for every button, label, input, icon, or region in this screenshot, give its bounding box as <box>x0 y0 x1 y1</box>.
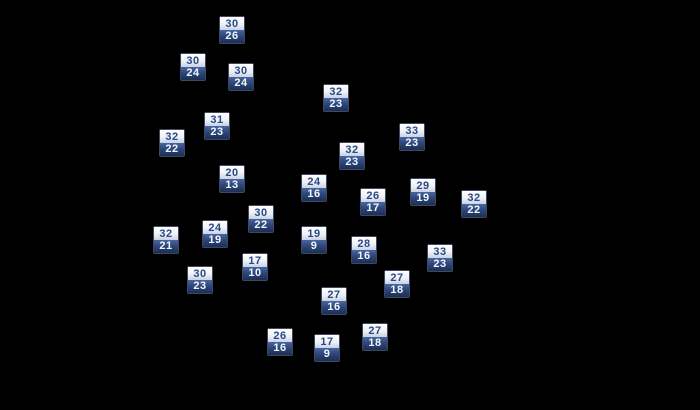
temp-marker[interactable]: 24 16 <box>301 174 327 202</box>
temp-marker[interactable]: 29 19 <box>410 178 436 206</box>
low-temp-label: 26 <box>220 30 244 43</box>
low-temp-label: 23 <box>324 98 348 111</box>
temp-marker[interactable]: 26 17 <box>360 188 386 216</box>
low-temp-label: 9 <box>315 348 339 361</box>
low-temp-label: 19 <box>203 234 227 247</box>
low-temp-label: 9 <box>302 240 326 253</box>
temp-marker[interactable]: 33 23 <box>399 123 425 151</box>
low-temp-label: 22 <box>249 219 273 232</box>
high-temp-label: 26 <box>361 189 385 202</box>
temp-marker[interactable]: 30 24 <box>180 53 206 81</box>
low-temp-label: 23 <box>205 126 229 139</box>
high-temp-label: 17 <box>315 335 339 348</box>
high-temp-label: 17 <box>243 254 267 267</box>
temp-marker[interactable]: 17 10 <box>242 253 268 281</box>
high-temp-label: 32 <box>340 143 364 156</box>
temp-marker[interactable]: 30 23 <box>187 266 213 294</box>
high-temp-label: 26 <box>268 329 292 342</box>
temp-marker[interactable]: 27 18 <box>384 270 410 298</box>
low-temp-label: 24 <box>181 67 205 80</box>
low-temp-label: 16 <box>302 188 326 201</box>
temp-marker[interactable]: 30 22 <box>248 205 274 233</box>
high-temp-label: 19 <box>302 227 326 240</box>
temp-marker[interactable]: 17 9 <box>314 334 340 362</box>
low-temp-label: 23 <box>400 137 424 150</box>
temp-marker[interactable]: 31 23 <box>204 112 230 140</box>
high-temp-label: 31 <box>205 113 229 126</box>
temp-marker[interactable]: 24 19 <box>202 220 228 248</box>
high-temp-label: 30 <box>188 267 212 280</box>
high-temp-label: 30 <box>181 54 205 67</box>
low-temp-label: 13 <box>220 179 244 192</box>
high-temp-label: 33 <box>428 245 452 258</box>
low-temp-label: 18 <box>385 284 409 297</box>
temp-marker[interactable]: 32 21 <box>153 226 179 254</box>
low-temp-label: 23 <box>340 156 364 169</box>
low-temp-label: 19 <box>411 192 435 205</box>
low-temp-label: 18 <box>363 337 387 350</box>
low-temp-label: 10 <box>243 267 267 280</box>
high-temp-label: 30 <box>249 206 273 219</box>
temp-marker[interactable]: 32 23 <box>339 142 365 170</box>
temp-marker[interactable]: 33 23 <box>427 244 453 272</box>
high-temp-label: 30 <box>229 64 253 77</box>
temp-marker[interactable]: 32 22 <box>461 190 487 218</box>
high-temp-label: 32 <box>160 130 184 143</box>
low-temp-label: 23 <box>188 280 212 293</box>
temp-marker[interactable]: 28 16 <box>351 236 377 264</box>
temp-marker[interactable]: 30 26 <box>219 16 245 44</box>
high-temp-label: 33 <box>400 124 424 137</box>
high-temp-label: 32 <box>462 191 486 204</box>
high-temp-label: 29 <box>411 179 435 192</box>
high-temp-label: 24 <box>302 175 326 188</box>
temp-marker[interactable]: 32 23 <box>323 84 349 112</box>
high-temp-label: 32 <box>154 227 178 240</box>
low-temp-label: 23 <box>428 258 452 271</box>
low-temp-label: 21 <box>154 240 178 253</box>
temp-marker[interactable]: 27 18 <box>362 323 388 351</box>
temp-marker[interactable]: 20 13 <box>219 165 245 193</box>
low-temp-label: 16 <box>352 250 376 263</box>
high-temp-label: 30 <box>220 17 244 30</box>
temp-marker[interactable]: 26 16 <box>267 328 293 356</box>
high-temp-label: 20 <box>220 166 244 179</box>
low-temp-label: 17 <box>361 202 385 215</box>
low-temp-label: 16 <box>268 342 292 355</box>
high-temp-label: 27 <box>385 271 409 284</box>
low-temp-label: 22 <box>462 204 486 217</box>
high-temp-label: 28 <box>352 237 376 250</box>
high-temp-label: 24 <box>203 221 227 234</box>
temp-marker[interactable]: 32 22 <box>159 129 185 157</box>
high-temp-label: 27 <box>322 288 346 301</box>
temp-marker[interactable]: 19 9 <box>301 226 327 254</box>
low-temp-label: 16 <box>322 301 346 314</box>
high-temp-label: 27 <box>363 324 387 337</box>
low-temp-label: 24 <box>229 77 253 90</box>
low-temp-label: 22 <box>160 143 184 156</box>
high-temp-label: 32 <box>324 85 348 98</box>
temp-marker[interactable]: 30 24 <box>228 63 254 91</box>
temp-marker[interactable]: 27 16 <box>321 287 347 315</box>
